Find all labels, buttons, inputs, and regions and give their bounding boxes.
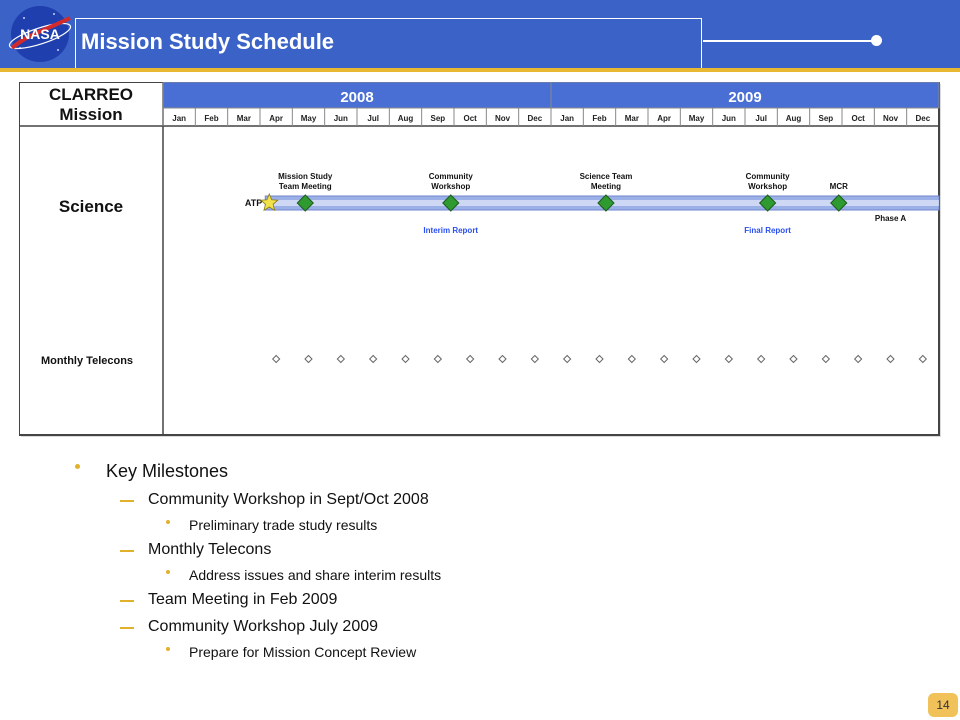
atp-star-icon: [259, 192, 279, 212]
slide-header: [0, 0, 960, 70]
telecon-marker: [530, 354, 540, 364]
milestone-label: Science Team Meeting: [580, 172, 633, 191]
month-label: Jan: [172, 114, 186, 123]
month-label: Oct: [851, 114, 865, 123]
schedule-chart: 2008 2009 Jan Feb Mar Apr May Jun Jul Aug Sep Oct No…: [18, 81, 943, 447]
list-heading: Key Milestones: [106, 461, 229, 481]
month-label: May: [301, 114, 317, 123]
atp-label: ATP: [245, 198, 262, 208]
schedule-gantt: 2008 2009 Jan Feb Mar Apr May Jun Jul Aug Sep Oct No…: [18, 81, 941, 437]
month-label: Feb: [204, 114, 218, 123]
month-label: Aug: [786, 114, 802, 123]
bullet-marker: [75, 464, 80, 469]
milestone-label: Community Workshop: [746, 172, 791, 191]
year-cell: [550, 81, 940, 109]
telecon-marker: [853, 354, 863, 364]
list-item: Community Workshop July 2009: [148, 618, 379, 635]
page-title: Mission Study Schedule: [81, 29, 335, 54]
month-label: Feb: [592, 114, 606, 123]
milestone-label: Mission Study Team Meeting: [278, 172, 333, 191]
row-header: CLARREO Mission: [49, 85, 133, 124]
month-label: Mar: [237, 114, 251, 123]
bullet-marker: [166, 520, 170, 524]
telecon-marker: [627, 354, 637, 364]
list-item: Community Workshop in Sept/Oct 2008: [148, 491, 429, 508]
chart-frame: [18, 81, 940, 436]
milestones-list: Key Milestones Community Workshop in Sep…: [0, 455, 960, 675]
milestone-label: MCR: [830, 182, 848, 191]
month-label: Mar: [625, 114, 639, 123]
bullet-marker: [166, 570, 170, 574]
telecon-marker: [659, 354, 669, 364]
telecon-marker: [724, 354, 734, 364]
telecon-marker: [821, 354, 831, 364]
month-label: Nov: [883, 114, 899, 123]
telecon-marker: [595, 354, 604, 364]
page-number: 14: [928, 693, 958, 717]
milestone-marker: [597, 194, 615, 212]
list-item: Team Meeting in Feb 2009: [148, 591, 338, 608]
telecon-marker: [433, 354, 443, 364]
milestone-marker: [830, 194, 848, 212]
month-label: Jun: [334, 114, 348, 123]
month-label: Sep: [818, 114, 833, 123]
telecon-marker: [271, 354, 281, 364]
month-label: Dec: [527, 114, 542, 123]
year-label: 2009: [728, 89, 761, 106]
telecon-marker: [886, 354, 895, 364]
milestone-marker: [758, 194, 777, 212]
header-accent-line: [0, 68, 960, 72]
telecon-marker: [789, 354, 798, 364]
telecon-marker: [562, 354, 572, 364]
milestone-marker: [296, 194, 314, 212]
list-subitem: Address issues and share interim results: [189, 567, 442, 583]
month-label: Jan: [560, 114, 574, 123]
row-label-science: Science: [59, 197, 123, 216]
nasa-logo: NASA: [8, 6, 72, 62]
milestone-label: Community Workshop: [429, 172, 474, 191]
dash-marker: [120, 550, 134, 552]
telecon-marker: [304, 354, 313, 364]
telecon-marker: [918, 354, 928, 364]
nasa-logo-text: NASA: [20, 26, 60, 42]
list-subitem: Prepare for Mission Concept Review: [189, 644, 417, 660]
month-label: Sep: [430, 114, 445, 123]
telecon-marker: [756, 354, 766, 364]
dash-marker: [120, 600, 134, 602]
dash-marker: [120, 627, 134, 629]
schedule-note: Phase A: [875, 214, 906, 223]
dash-marker: [120, 500, 134, 502]
milestone-marker: [442, 194, 460, 212]
telecon-marker: [498, 354, 507, 364]
list-subitem: Preliminary trade study results: [189, 517, 378, 533]
month-label: Nov: [495, 114, 511, 123]
month-label: Jul: [755, 114, 767, 123]
title-frame: [75, 18, 702, 68]
year-label: 2008: [340, 89, 373, 106]
schedule-note: Interim Report: [423, 226, 478, 235]
list-item: Monthly Telecons: [148, 541, 272, 558]
month-label: Apr: [657, 114, 671, 123]
month-label: Aug: [398, 114, 414, 123]
schedule-note: Final Report: [744, 226, 791, 235]
month-label: May: [689, 114, 705, 123]
bullet-marker: [166, 647, 170, 651]
month-label: Jul: [367, 114, 379, 123]
row-label-telecons: Monthly Telecons: [41, 355, 133, 367]
month-label: Jun: [722, 114, 736, 123]
telecon-marker: [401, 354, 410, 364]
telecon-marker: [336, 354, 346, 364]
month-label: Apr: [269, 114, 283, 123]
month-label: Oct: [463, 114, 477, 123]
title-rule: [703, 40, 875, 42]
telecon-marker: [692, 354, 701, 364]
telecon-marker: [368, 354, 378, 364]
telecon-marker: [465, 354, 475, 364]
title-rule-dot: [871, 35, 882, 46]
month-label: Dec: [915, 114, 930, 123]
